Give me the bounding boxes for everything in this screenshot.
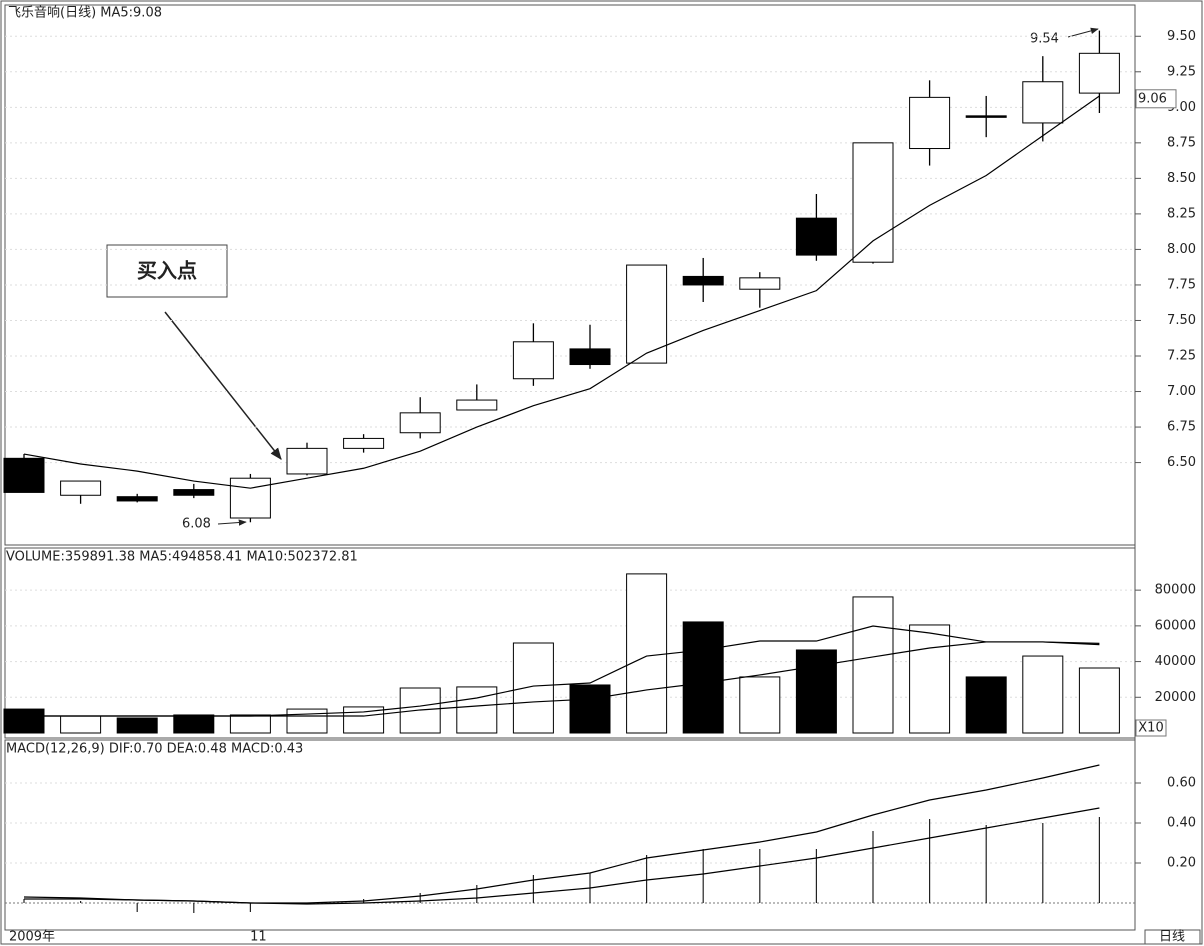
candle-body	[399, 412, 441, 434]
unit-box	[1135, 719, 1167, 737]
candle-body	[965, 115, 1007, 118]
price-title: 飞乐音响(日线) MA5:9.08	[8, 5, 162, 21]
volume-bar	[286, 708, 328, 734]
macd-title: MACD(12,26,9) DIF:0.70 DEA:0.48 MACD:0.4…	[6, 742, 303, 757]
volume-bar	[3, 708, 45, 734]
y-tick-label: 9.50	[1167, 29, 1196, 44]
candle-body	[626, 264, 668, 364]
candle-body	[343, 437, 385, 449]
x-tick-label: 11	[250, 930, 267, 945]
y-tick-label: 40000	[1155, 654, 1196, 669]
low-arrow	[217, 519, 247, 526]
y-tick-label: 8.00	[1167, 242, 1196, 257]
line-series	[23, 95, 1100, 489]
y-tick-label: 7.25	[1167, 349, 1196, 364]
line-series	[23, 764, 1100, 904]
candle-body	[1078, 52, 1120, 94]
low-label: 6.08	[182, 517, 211, 532]
y-tick-label: 8.25	[1167, 206, 1196, 221]
volume-unit: X10	[1138, 721, 1163, 736]
macd-panel	[4, 739, 1136, 931]
y-tick-label: 60000	[1155, 618, 1196, 633]
candle-body	[286, 447, 328, 475]
candle-body	[682, 275, 724, 286]
annotation: 买入点	[137, 259, 197, 283]
volume-bar	[1022, 655, 1064, 734]
annotation-arrow	[164, 311, 282, 460]
volume-bar	[343, 706, 385, 734]
volume-bar	[1078, 667, 1120, 734]
volume-bar	[60, 715, 102, 734]
candle-body	[512, 341, 554, 380]
y-tick-label: 0.60	[1167, 776, 1196, 791]
line-series	[24, 807, 1100, 905]
candle-body	[116, 496, 158, 502]
high-arrow	[1067, 27, 1099, 38]
candle-body	[909, 96, 951, 150]
candle-body	[3, 457, 45, 493]
candle-body	[569, 348, 611, 366]
y-tick-label: 80000	[1155, 583, 1196, 598]
volume-bar	[852, 596, 894, 734]
volume-bar	[626, 573, 668, 734]
volume-bar	[116, 717, 158, 734]
y-tick-label: 7.50	[1167, 313, 1196, 328]
period-box	[1144, 929, 1201, 945]
volume-bar	[795, 649, 837, 734]
candle-body	[739, 277, 781, 290]
volume-title: VOLUME:359891.38 MA5:494858.41 MA10:5023…	[6, 550, 358, 565]
candle-body	[1022, 81, 1064, 124]
period-label: 日线	[1159, 930, 1185, 945]
y-tick-label: 8.75	[1167, 135, 1196, 150]
y-tick-label: 8.50	[1167, 171, 1196, 186]
volume-bar	[173, 714, 215, 734]
volume-bar	[965, 676, 1007, 734]
y-tick-label: 7.00	[1167, 384, 1196, 399]
candle-body	[173, 489, 215, 496]
candle-body	[456, 399, 498, 411]
y-tick-label: 0.20	[1167, 856, 1196, 871]
y-tick-label: 0.40	[1167, 816, 1196, 831]
candle-body	[60, 480, 102, 496]
volume-bar	[456, 686, 498, 734]
volume-bar	[512, 642, 554, 734]
annotation-box	[106, 244, 228, 298]
high-label: 9.54	[1030, 32, 1059, 47]
last-price-box	[1135, 89, 1177, 109]
last-price: 9.06	[1138, 91, 1167, 106]
volume-bar	[739, 676, 781, 734]
y-tick-label: 6.50	[1167, 455, 1196, 470]
line-series	[24, 641, 1100, 717]
volume-bar	[682, 621, 724, 734]
candle-body	[852, 142, 894, 263]
volume-bar	[229, 714, 271, 734]
volume-bar	[909, 624, 951, 734]
y-tick-label: 6.75	[1167, 420, 1196, 435]
x-tick-label: 2009年	[9, 930, 55, 945]
y-tick-label: 9.25	[1167, 64, 1196, 79]
y-tick-label: 20000	[1155, 690, 1196, 705]
candle-body	[795, 217, 837, 256]
y-tick-label: 7.75	[1167, 277, 1196, 292]
candle-body	[229, 477, 271, 519]
volume-bar	[569, 684, 611, 734]
